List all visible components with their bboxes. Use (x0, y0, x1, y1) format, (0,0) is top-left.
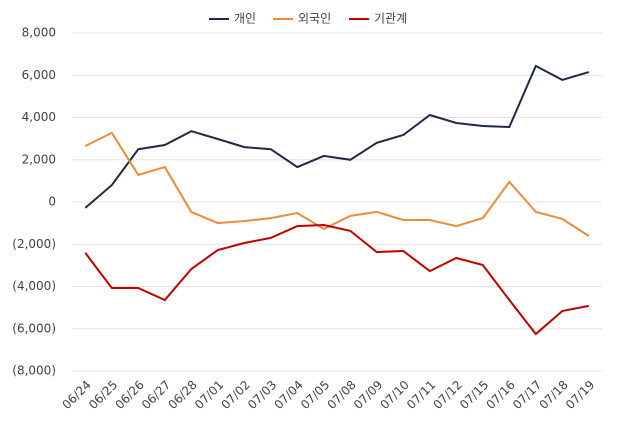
y-tick-label: 4,000 (22, 110, 56, 124)
x-tick-label: 07/17 (510, 378, 544, 412)
y-tick-label: (8,000) (12, 364, 56, 378)
y-tick-label: 8,000 (22, 26, 56, 40)
x-tick-label: 07/09 (351, 378, 385, 412)
y-tick-label: (4,000) (12, 279, 56, 293)
series-line (84, 223, 589, 336)
x-tick-label: 07/08 (324, 378, 358, 412)
y-tick-label: 2,000 (22, 152, 56, 166)
x-tick-label: 07/03 (245, 378, 279, 412)
x-tick-label: 07/05 (298, 378, 332, 412)
series-line (84, 64, 590, 209)
legend-label: 개인 (234, 12, 256, 26)
x-tick-label: 07/10 (377, 378, 411, 412)
x-tick-label: 06/25 (86, 378, 120, 412)
x-tick-label: 06/28 (165, 378, 199, 412)
y-tick-label: 0 (48, 195, 56, 209)
x-tick-label: 06/27 (139, 378, 173, 412)
x-tick-label: 07/18 (536, 378, 570, 412)
x-tick-label: 06/26 (112, 378, 146, 412)
y-tick-label: (2,000) (12, 237, 56, 251)
x-tick-label: 07/11 (404, 378, 438, 412)
x-tick-label: 07/04 (271, 378, 305, 412)
x-tick-label: 07/01 (192, 378, 226, 412)
x-tick-label: 07/16 (483, 378, 517, 412)
legend-label: 기관계 (374, 12, 407, 26)
legend-label: 외국인 (298, 12, 331, 26)
x-tick-label: 07/12 (430, 378, 464, 412)
y-tick-label: (6,000) (12, 321, 56, 335)
y-tick-label: 6,000 (22, 68, 56, 82)
x-tick-label: 07/02 (218, 378, 252, 412)
x-tick-label: 07/15 (457, 378, 491, 412)
x-tick-label: 06/24 (59, 378, 93, 412)
series-line (84, 131, 590, 237)
x-tick-label: 07/19 (563, 378, 597, 412)
